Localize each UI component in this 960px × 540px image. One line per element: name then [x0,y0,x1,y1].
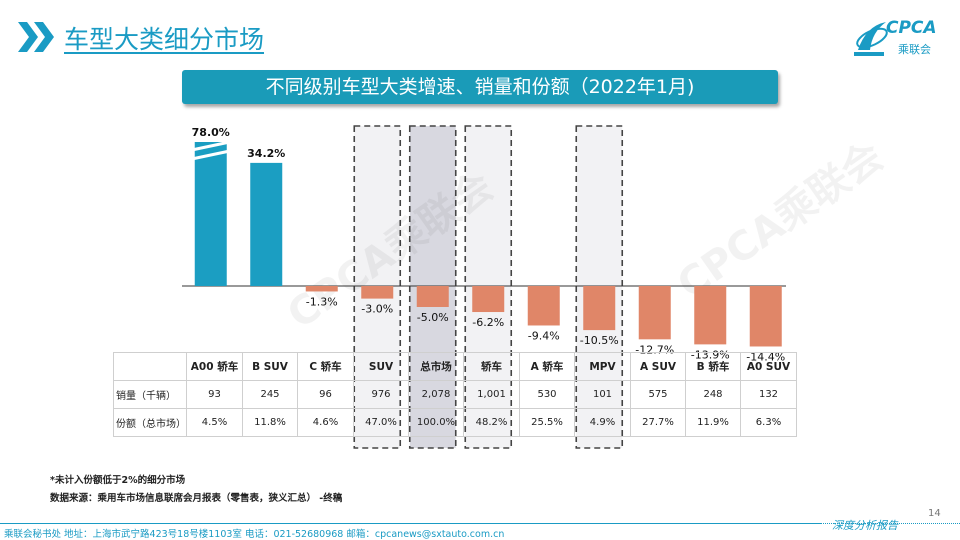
chevron-right-icon [18,22,54,52]
table-cell: 25.5% [519,408,575,437]
table-header-cell: MPV [574,352,631,381]
table-cell: 4.9% [574,408,631,437]
logo-text: CPCA [886,18,937,38]
bar-10 [749,286,782,347]
watermark-text-1: CPCA乘联会 [669,133,891,308]
logo-subtext: 乘联会 [898,43,931,56]
table-cell: 11.8% [242,408,298,437]
table-row-label: 销量（千辆） [113,380,187,409]
cpca-logo-icon [854,22,888,56]
data-label-2: -1.3% [306,295,338,308]
table-row: 份额（总市场） 4.5% 11.8% 4.6% 47.0% 100.0% 48.2% 25.5… [113,408,797,437]
footer-slogan: 深度分析报告 [832,519,898,532]
bar-1 [250,162,283,286]
table-cell: 48.2% [463,408,520,437]
axis-break-mark [191,149,231,161]
table-cell: 2,078 [408,380,464,409]
data-label-4: -5.0% [417,311,449,324]
table-cell: 93 [186,380,243,409]
table-cell: 248 [685,380,741,409]
table-cell: 976 [353,380,409,409]
table-header-cell: A00 轿车 [186,352,243,381]
table-row-label: 份额（总市场） [113,408,187,437]
table-cell: 530 [519,380,575,409]
bar-7 [583,286,616,331]
data-table: A00 轿车 B SUV C 轿车 SUV 总市场 轿车 A 轿车 MPV A SUV B 轿车 A… [113,352,797,437]
data-label-6: -9.4% [528,329,560,342]
table-header-cell: B SUV [242,352,298,381]
data-label-5: -6.2% [472,316,504,329]
bar-5 [472,286,505,313]
table-cell: 47.0% [353,408,409,437]
footer-contact: 乘联会秘书处 地址：上海市武宁路423号18号楼1103室 电话：021-526… [4,529,505,540]
bar-0 [194,142,227,286]
table-cell: 4.5% [186,408,243,437]
table-header-cell: 轿车 [463,352,520,381]
bar-3 [361,286,394,299]
table-cell: 132 [740,380,797,409]
data-source: 数据来源：乘用车市场信息联席会月报表（零售表，狭义汇总） -终稿 [50,493,343,504]
table-cell: 100.0% [408,408,464,437]
table-header-cell [113,352,187,381]
table-cell: 4.6% [297,408,354,437]
table-cell: 96 [297,380,354,409]
bar-4 [416,286,449,307]
table-cell: 11.9% [685,408,741,437]
footnote: *未计入份额低于2%的细分市场 [50,475,186,486]
chart-banner-title: 不同级别车型大类增速、销量和份额（2022年1月) [182,70,778,104]
table-cell: 101 [574,380,631,409]
data-label-3: -3.0% [361,303,393,316]
table-header-cell: A0 SUV [740,352,797,381]
table-cell: 27.7% [630,408,686,437]
table-header-cell: SUV [353,352,409,381]
table-header-cell: A SUV [630,352,686,381]
table-cell: 1,001 [463,380,520,409]
bar-9 [694,286,727,345]
table-row: 销量（千辆） 93 245 96 976 2,078 1,001 530 101 575 248 13… [113,380,797,409]
page-title: 车型大类细分市场 [64,25,265,54]
table-header-cell: A 轿车 [519,352,575,381]
table-cell: 575 [630,380,686,409]
data-label-7: -10.5% [580,334,619,347]
table-header-cell: C 轿车 [297,352,354,381]
data-label-0: 78.0% [192,126,230,139]
table-cell: 245 [242,380,298,409]
footer-divider [0,523,820,524]
footer-dotted-divider [820,523,960,524]
table-cell: 6.3% [740,408,797,437]
bar-6 [527,286,560,326]
table-header-cell: 总市场 [408,352,464,381]
data-label-1: 34.2% [247,147,285,160]
table-header-cell: B 轿车 [685,352,741,381]
bar-8 [638,286,671,340]
page-number: 14 [928,508,941,519]
table-header-row: A00 轿车 B SUV C 轿车 SUV 总市场 轿车 A 轿车 MPV A SUV B 轿车 A… [113,352,797,381]
axis-break-mark [191,140,231,152]
bar-2 [305,286,338,292]
